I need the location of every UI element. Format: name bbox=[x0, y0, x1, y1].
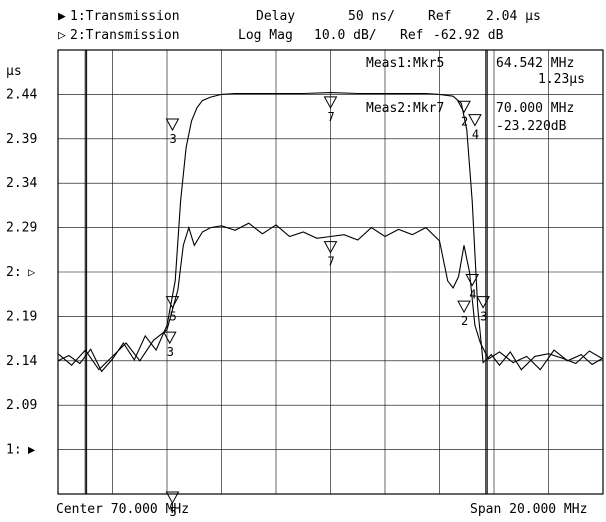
marker-number-label: 4 bbox=[472, 128, 479, 142]
marker-number-label: 7 bbox=[328, 255, 335, 269]
meas2-value: -23.220dB bbox=[496, 119, 567, 134]
marker-triangle-icon bbox=[323, 96, 338, 109]
marker-number-label: 3 bbox=[480, 310, 487, 324]
marker-triangle-icon bbox=[162, 331, 177, 345]
channel2-label: 2:Transmission bbox=[70, 28, 180, 43]
marker-number-label: 7 bbox=[328, 110, 335, 124]
y-tick-label: 2.14 bbox=[6, 354, 37, 369]
reference-marker-icon: ▷ bbox=[28, 265, 36, 279]
marker-triangle-icon bbox=[465, 273, 480, 287]
span-frequency: Span 20.000 MHz bbox=[470, 502, 588, 517]
channel2-format: Log Mag bbox=[238, 28, 293, 43]
y-tick-label: 2.29 bbox=[6, 221, 37, 236]
marker-number-label: 2 bbox=[461, 314, 468, 328]
y-tick-label: 2.34 bbox=[6, 176, 37, 191]
y-unit-label: μs bbox=[6, 64, 22, 79]
meas1-value: 1.23μs bbox=[538, 72, 585, 87]
marker-number-label: 2 bbox=[461, 114, 468, 128]
marker-number-label: 5 bbox=[169, 505, 176, 519]
channel1-label: 1:Transmission bbox=[70, 9, 180, 24]
y-tick-label: 2.19 bbox=[6, 309, 37, 324]
marker-number-label: 3 bbox=[167, 345, 174, 359]
channel2-scale: 10.0 dB/ bbox=[314, 28, 377, 43]
meas1-label: Meas1:Mkr5 bbox=[366, 56, 445, 71]
marker-triangle-icon bbox=[457, 100, 471, 114]
marker-triangle-icon bbox=[165, 118, 180, 132]
marker-triangle-icon bbox=[468, 114, 482, 127]
reference-marker-icon: ▶ bbox=[28, 443, 36, 457]
marker-triangle-icon bbox=[476, 296, 490, 309]
meas1-frequency: 64.542 MHz bbox=[496, 56, 575, 71]
center-frequency: Center 70.000 MHz bbox=[56, 502, 190, 517]
marker-triangle-icon bbox=[165, 296, 180, 309]
channel1-ref-value: 2.04 μs bbox=[486, 9, 541, 24]
trace-line-channel-1 bbox=[57, 92, 604, 373]
channel2-indicator: ▷ bbox=[58, 28, 66, 43]
y-tick-label: 2.09 bbox=[6, 398, 37, 413]
y-tick-label: 2.44 bbox=[6, 87, 37, 102]
y-tick-label: 1: bbox=[6, 443, 22, 458]
meas2-frequency: 70.000 MHz bbox=[496, 101, 575, 116]
channel1-format: Delay bbox=[256, 9, 296, 24]
marker-triangle-icon bbox=[165, 491, 180, 505]
channel1-scale: 50 ns/ bbox=[348, 9, 395, 24]
trace-line-channel-2 bbox=[57, 222, 604, 371]
marker-triangle-icon bbox=[457, 300, 471, 314]
meas2-label: Meas2:Mkr7 bbox=[366, 101, 445, 116]
marker-number-label: 4 bbox=[469, 287, 476, 301]
marker-number-label: 3 bbox=[169, 132, 176, 146]
y-tick-label: 2.39 bbox=[6, 132, 37, 147]
channel1-ref: Ref bbox=[428, 9, 452, 24]
y-tick-label: 2: bbox=[6, 265, 22, 280]
channel2-ref: Ref bbox=[400, 28, 424, 43]
marker-triangle-icon bbox=[323, 241, 338, 254]
channel1-indicator: ▶ bbox=[58, 9, 66, 24]
marker-number-label: 5 bbox=[169, 310, 176, 324]
channel2-ref-value: -62.92 dB bbox=[433, 28, 504, 43]
